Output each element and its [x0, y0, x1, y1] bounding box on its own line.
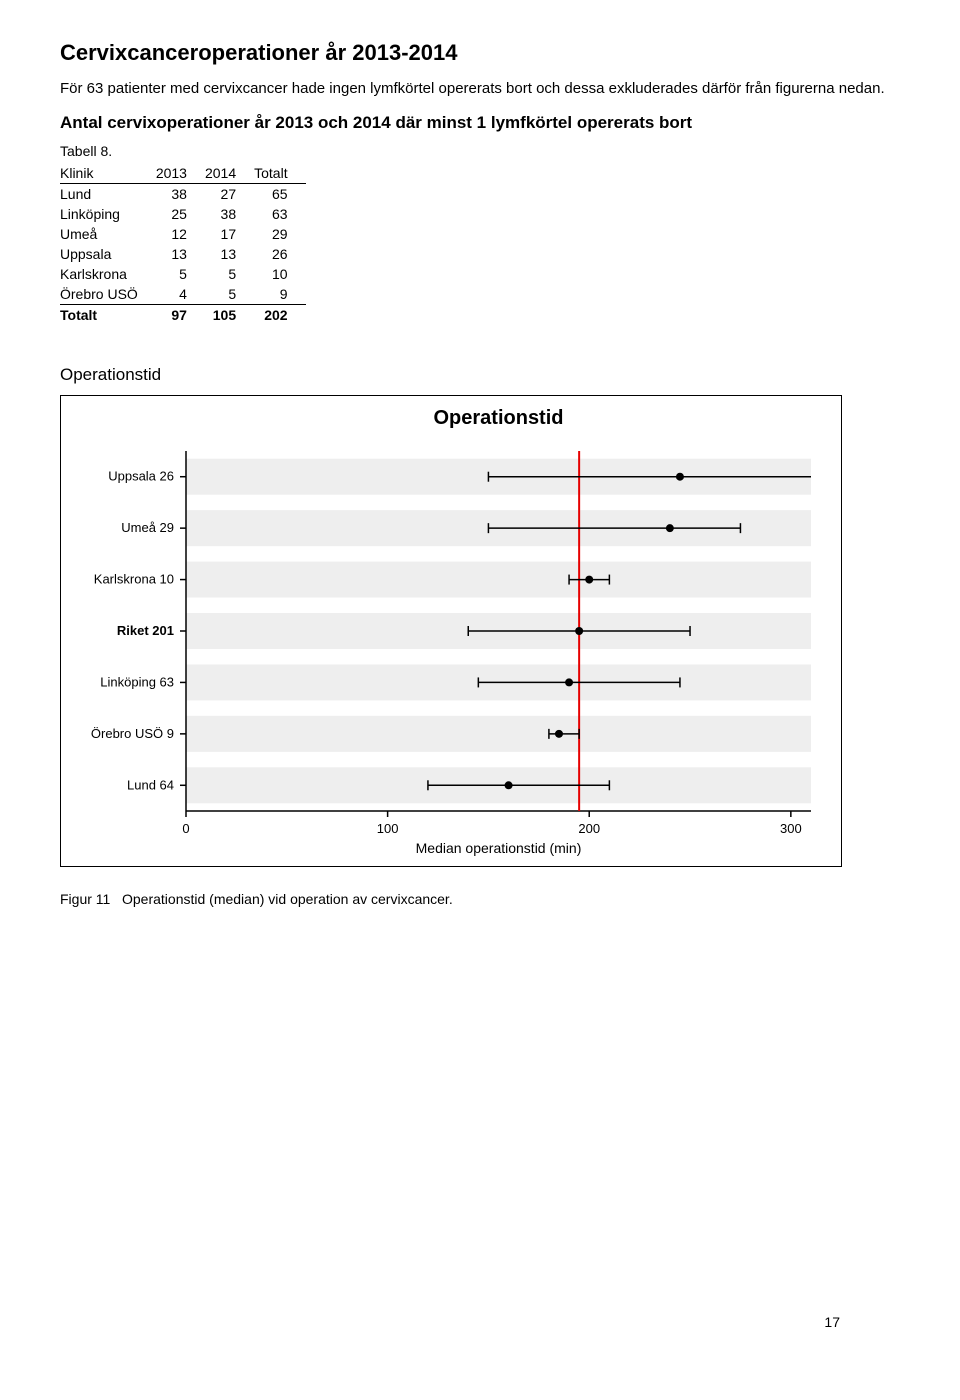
svg-text:Örebro USÖ 9: Örebro USÖ 9 [91, 726, 174, 741]
sub-heading: Antal cervixoperationer år 2013 och 2014… [60, 113, 900, 133]
table-cell: Umeå [60, 224, 156, 244]
table-row: Karlskrona5510 [60, 264, 306, 284]
svg-text:300: 300 [780, 821, 802, 836]
table-cell: Lund [60, 184, 156, 205]
page: Cervixcanceroperationer år 2013-2014 För… [60, 40, 900, 1360]
main-heading: Cervixcanceroperationer år 2013-2014 [60, 40, 900, 66]
table-cell: Uppsala [60, 244, 156, 264]
svg-text:Lund 64: Lund 64 [127, 777, 174, 792]
table-cell: 5 [156, 264, 205, 284]
table-cell: 27 [205, 184, 254, 205]
table-cell: Karlskrona [60, 264, 156, 284]
table-header: Totalt [254, 163, 305, 184]
table-cell: 4 [156, 284, 205, 305]
table-cell: 5 [205, 284, 254, 305]
table-row: Uppsala131326 [60, 244, 306, 264]
table-cell: 105 [205, 305, 254, 326]
svg-text:200: 200 [578, 821, 600, 836]
table-header: 2013 [156, 163, 205, 184]
table-caption: Tabell 8. [60, 143, 900, 159]
table-cell: Linköping [60, 204, 156, 224]
table-cell: 202 [254, 305, 305, 326]
table-cell: 25 [156, 204, 205, 224]
table-header: Klinik [60, 163, 156, 184]
page-number: 17 [824, 1314, 840, 1330]
svg-text:0: 0 [182, 821, 189, 836]
table-cell: 97 [156, 305, 205, 326]
table-cell: 10 [254, 264, 305, 284]
table-cell: 38 [205, 204, 254, 224]
table-row: Linköping253863 [60, 204, 306, 224]
table-cell: Örebro USÖ [60, 284, 156, 305]
table-cell: 13 [156, 244, 205, 264]
svg-text:Median operationstid (min): Median operationstid (min) [416, 840, 582, 856]
figure-caption: Figur 11 Operationstid (median) vid oper… [60, 891, 900, 907]
table-row: Umeå121729 [60, 224, 306, 244]
table-cell: 9 [254, 284, 305, 305]
table-cell: 63 [254, 204, 305, 224]
table-row: Örebro USÖ459 [60, 284, 306, 305]
svg-text:Karlskrona 10: Karlskrona 10 [94, 572, 174, 587]
table-cell: Totalt [60, 305, 156, 326]
table-cell: 29 [254, 224, 305, 244]
operationstid-chart: Operationstid 0 100 200 300 Median operations… [60, 395, 842, 867]
table-cell: 12 [156, 224, 205, 244]
table-cell: 13 [205, 244, 254, 264]
section-label: Operationstid [60, 365, 900, 385]
table-cell: 38 [156, 184, 205, 205]
data-table: Klinik20132014Totalt Lund382765Linköping… [60, 163, 306, 325]
table-row: Lund382765 [60, 184, 306, 205]
figure-number: Figur 11 [60, 891, 110, 907]
svg-text:Riket 201: Riket 201 [117, 623, 174, 638]
intro-paragraph: För 63 patienter med cervixcancer hade i… [60, 78, 900, 99]
svg-text:Uppsala 26: Uppsala 26 [108, 469, 174, 484]
table-header: 2014 [205, 163, 254, 184]
table-cell: 5 [205, 264, 254, 284]
table-total-row: Totalt97105202 [60, 305, 306, 326]
svg-text:100: 100 [377, 821, 399, 836]
table-cell: 17 [205, 224, 254, 244]
table-cell: 26 [254, 244, 305, 264]
svg-text:Operationstid: Operationstid [433, 407, 563, 429]
svg-text:Linköping 63: Linköping 63 [100, 674, 174, 689]
table-cell: 65 [254, 184, 305, 205]
figure-text: Operationstid (median) vid operation av … [122, 891, 453, 907]
svg-text:Umeå 29: Umeå 29 [121, 520, 174, 535]
